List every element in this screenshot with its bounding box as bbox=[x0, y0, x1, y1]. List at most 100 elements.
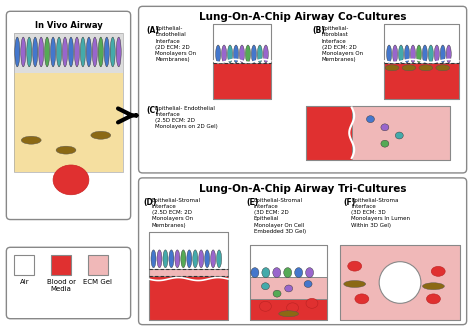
Text: Epithelial- Endothelial
Interface
(2.5D ECM: 2D
Monolayers on 2D Gel): Epithelial- Endothelial Interface (2.5D … bbox=[155, 106, 218, 129]
Ellipse shape bbox=[175, 250, 180, 268]
Text: (D): (D) bbox=[144, 198, 157, 207]
Ellipse shape bbox=[304, 281, 312, 287]
Ellipse shape bbox=[110, 37, 115, 67]
Text: (F): (F) bbox=[343, 198, 356, 207]
Ellipse shape bbox=[163, 250, 168, 268]
Ellipse shape bbox=[251, 268, 259, 278]
Bar bbox=[14, 33, 123, 172]
Text: Lung-On-A-Chip Airway Tri-Cultures: Lung-On-A-Chip Airway Tri-Cultures bbox=[199, 184, 406, 194]
Ellipse shape bbox=[279, 311, 299, 317]
Text: Lung-On-A-Chip Airway Co-Cultures: Lung-On-A-Chip Airway Co-Cultures bbox=[199, 12, 406, 22]
Bar bbox=[148, 232, 228, 269]
Ellipse shape bbox=[234, 45, 238, 63]
Text: Epithelial-Stromal
Interface
(3D ECM: 2D
Epithelial
Monolayer On Cell
Embedded 3: Epithelial-Stromal Interface (3D ECM: 2D… bbox=[254, 198, 306, 234]
Bar bbox=[148, 276, 228, 320]
Ellipse shape bbox=[56, 37, 62, 67]
Ellipse shape bbox=[392, 45, 398, 63]
Text: Epithelial-Stroma
Interface
(3D ECM: 3D
Monolayers In Lumen
Within 3D Gel): Epithelial-Stroma Interface (3D ECM: 3D … bbox=[351, 198, 410, 227]
Text: Epithelial-Stromal
Interface
(2.5D ECM: 2D
Monolayers On
Membranes): Epithelial-Stromal Interface (2.5D ECM: … bbox=[152, 198, 201, 227]
Ellipse shape bbox=[422, 283, 445, 290]
Ellipse shape bbox=[251, 45, 256, 63]
Ellipse shape bbox=[205, 250, 210, 268]
Ellipse shape bbox=[53, 165, 89, 195]
Text: (E): (E) bbox=[246, 198, 258, 207]
Ellipse shape bbox=[98, 37, 103, 67]
Ellipse shape bbox=[74, 37, 80, 67]
Ellipse shape bbox=[399, 45, 403, 63]
Ellipse shape bbox=[216, 45, 220, 63]
FancyBboxPatch shape bbox=[138, 6, 466, 173]
Text: Epithelial-
Fibroblast
Interface
(2D ECM: 2D
Monolayers On
Membranes): Epithelial- Fibroblast Interface (2D ECM… bbox=[321, 26, 363, 62]
Bar bbox=[51, 255, 71, 275]
Bar bbox=[148, 269, 228, 276]
Bar bbox=[306, 106, 450, 160]
Bar bbox=[340, 245, 460, 320]
Bar bbox=[250, 245, 328, 277]
Bar bbox=[213, 24, 271, 63]
Ellipse shape bbox=[366, 116, 374, 122]
Ellipse shape bbox=[404, 45, 410, 63]
Ellipse shape bbox=[187, 250, 192, 268]
Ellipse shape bbox=[440, 45, 445, 63]
Text: In Vivo Airway: In Vivo Airway bbox=[35, 21, 102, 30]
Bar bbox=[384, 63, 459, 99]
Text: Air: Air bbox=[19, 279, 29, 285]
Ellipse shape bbox=[402, 65, 416, 71]
Bar bbox=[88, 255, 108, 275]
Ellipse shape bbox=[273, 268, 281, 278]
Ellipse shape bbox=[285, 285, 292, 292]
Bar bbox=[14, 255, 34, 275]
Ellipse shape bbox=[273, 290, 281, 297]
Ellipse shape bbox=[246, 45, 250, 63]
Text: Epithelial-
Endothelial
Interface
(2D ECM: 2D
Monolayers On
Membranes): Epithelial- Endothelial Interface (2D EC… bbox=[155, 26, 197, 62]
Ellipse shape bbox=[348, 261, 362, 271]
Ellipse shape bbox=[81, 37, 85, 67]
Ellipse shape bbox=[21, 37, 26, 67]
Ellipse shape bbox=[422, 45, 428, 63]
Ellipse shape bbox=[199, 250, 204, 268]
Text: ECM Gel: ECM Gel bbox=[83, 279, 112, 285]
Ellipse shape bbox=[344, 281, 365, 287]
Ellipse shape bbox=[217, 250, 221, 268]
Ellipse shape bbox=[92, 37, 97, 67]
Ellipse shape bbox=[210, 250, 216, 268]
Ellipse shape bbox=[262, 283, 269, 290]
Ellipse shape bbox=[287, 303, 299, 313]
Ellipse shape bbox=[33, 37, 37, 67]
Bar bbox=[148, 232, 228, 320]
Ellipse shape bbox=[51, 37, 55, 67]
Ellipse shape bbox=[428, 45, 433, 63]
Ellipse shape bbox=[181, 250, 186, 268]
Text: (A): (A) bbox=[146, 26, 159, 35]
Bar bbox=[213, 63, 271, 99]
Ellipse shape bbox=[69, 37, 73, 67]
Ellipse shape bbox=[395, 132, 403, 139]
Ellipse shape bbox=[410, 45, 415, 63]
Bar bbox=[384, 24, 459, 99]
Ellipse shape bbox=[284, 268, 292, 278]
FancyBboxPatch shape bbox=[138, 178, 466, 325]
Bar bbox=[14, 33, 123, 73]
Ellipse shape bbox=[45, 37, 50, 67]
Ellipse shape bbox=[306, 268, 313, 278]
Ellipse shape bbox=[387, 45, 392, 63]
Text: (B): (B) bbox=[312, 26, 325, 35]
Bar bbox=[340, 245, 460, 320]
Ellipse shape bbox=[15, 37, 20, 67]
Ellipse shape bbox=[306, 298, 318, 308]
Bar bbox=[14, 73, 123, 172]
Text: (C): (C) bbox=[146, 106, 159, 115]
Bar bbox=[250, 299, 328, 320]
FancyBboxPatch shape bbox=[6, 247, 131, 319]
Circle shape bbox=[379, 262, 421, 303]
Ellipse shape bbox=[21, 136, 41, 144]
Ellipse shape bbox=[39, 37, 44, 67]
Bar bbox=[250, 245, 328, 320]
Ellipse shape bbox=[381, 140, 389, 147]
Ellipse shape bbox=[419, 65, 433, 71]
Ellipse shape bbox=[295, 268, 302, 278]
Ellipse shape bbox=[91, 131, 111, 139]
Ellipse shape bbox=[27, 37, 32, 67]
Ellipse shape bbox=[157, 250, 162, 268]
Ellipse shape bbox=[193, 250, 198, 268]
